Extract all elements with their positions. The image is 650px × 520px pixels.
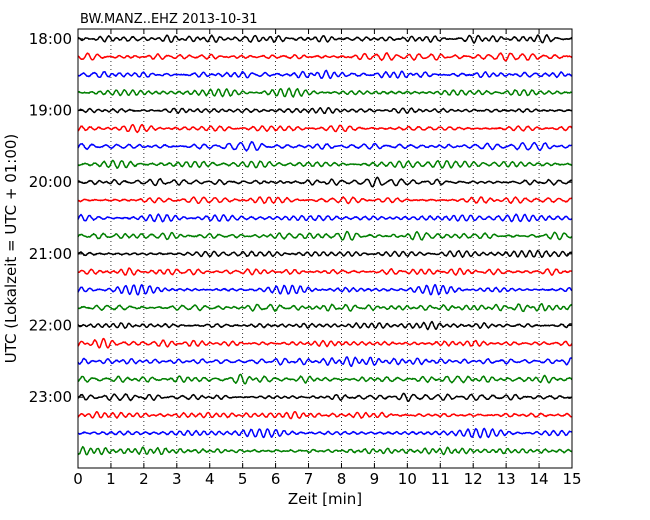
trace-line [77, 106, 573, 115]
x-tick-label: 11 [431, 470, 450, 488]
x-tick-label: 0 [73, 470, 83, 488]
trace-line [77, 337, 573, 349]
trace-line [77, 373, 573, 385]
plot-frame [77, 28, 573, 469]
y-tick-label: 19:00 [29, 102, 72, 120]
trace-line [77, 427, 573, 439]
x-tick-label: 15 [562, 470, 581, 488]
trace-line [77, 176, 573, 188]
trace-line [77, 283, 573, 296]
trace-line [77, 141, 572, 152]
x-tick-label: 8 [337, 470, 347, 488]
x-tick-label: 7 [304, 470, 314, 488]
x-tick-label: 13 [497, 470, 516, 488]
trace-line [77, 249, 573, 259]
trace-line [77, 159, 572, 169]
x-tick-label: 5 [238, 470, 248, 488]
y-tick-label: 20:00 [29, 173, 72, 191]
x-tick-label: 3 [172, 470, 182, 488]
chart-title: BW.MANZ..EHZ 2013-10-31 [80, 12, 258, 27]
trace-line [77, 87, 573, 98]
y-tick-label: 18:00 [29, 30, 72, 48]
trace-line [77, 213, 573, 223]
trace-line [77, 267, 572, 276]
x-tick-label: 4 [205, 470, 215, 488]
trace-line [77, 52, 573, 62]
trace-line [77, 445, 573, 456]
trace-line [77, 230, 573, 241]
y-tick-label: 22:00 [29, 317, 72, 335]
x-tick-label: 12 [464, 470, 483, 488]
x-tick-label: 9 [370, 470, 380, 488]
trace-line [77, 196, 573, 205]
trace-line [77, 302, 573, 313]
trace-line [77, 123, 573, 134]
y-tick-label: 21:00 [29, 245, 72, 263]
y-axis-label: UTC (Lokalzeit = UTC + 01:00) [2, 134, 20, 364]
trace-line [77, 320, 573, 331]
trace-line [77, 392, 573, 402]
x-tick-label: 2 [139, 470, 149, 488]
x-tick-label: 14 [530, 470, 549, 488]
trace-line [77, 34, 573, 44]
x-tick-label: 6 [271, 470, 281, 488]
trace-line [77, 410, 572, 420]
trace-line [77, 69, 572, 80]
x-axis-label: Zeit [min] [288, 490, 362, 508]
x-tick-label: 10 [398, 470, 417, 488]
trace-line [77, 356, 573, 367]
y-tick-label: 23:00 [29, 388, 72, 406]
x-tick-label: 1 [106, 470, 116, 488]
